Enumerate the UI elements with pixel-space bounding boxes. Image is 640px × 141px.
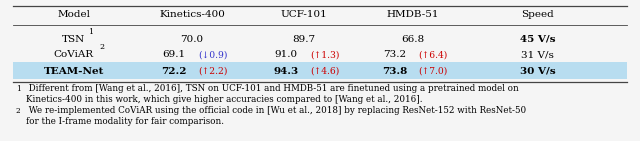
Text: (↑1.3): (↑1.3) xyxy=(310,50,339,60)
Text: 1: 1 xyxy=(88,28,93,36)
Text: 66.8: 66.8 xyxy=(401,35,424,44)
Text: (↓0.9): (↓0.9) xyxy=(198,50,227,60)
Text: 45 V/s: 45 V/s xyxy=(520,35,556,44)
Text: Different from [Wang et al., 2016], TSN on UCF-101 and HMDB-51 are finetuned usi: Different from [Wang et al., 2016], TSN … xyxy=(26,84,518,93)
Text: UCF-101: UCF-101 xyxy=(280,10,328,19)
Text: TSN: TSN xyxy=(62,35,85,44)
Text: 30 V/s: 30 V/s xyxy=(520,67,556,76)
Text: HMDB-51: HMDB-51 xyxy=(387,10,439,19)
Text: (↑2.2): (↑2.2) xyxy=(198,67,227,76)
Text: (↑4.6): (↑4.6) xyxy=(310,67,339,76)
Text: 69.1: 69.1 xyxy=(163,50,186,60)
Text: 73.8: 73.8 xyxy=(382,67,408,76)
Text: TEAM-Net: TEAM-Net xyxy=(44,67,104,76)
Text: Model: Model xyxy=(57,10,90,19)
Text: 94.3: 94.3 xyxy=(273,67,299,76)
Text: 31 V/s: 31 V/s xyxy=(521,50,554,60)
Text: We re-implemented CoViAR using the official code in [Wu et al., 2018] by replaci: We re-implemented CoViAR using the offic… xyxy=(26,106,525,115)
Text: for the I-frame modality for fair comparison.: for the I-frame modality for fair compar… xyxy=(26,117,223,126)
FancyBboxPatch shape xyxy=(13,62,627,79)
Text: 1: 1 xyxy=(16,85,20,93)
Text: 72.2: 72.2 xyxy=(161,67,187,76)
Text: CoViAR: CoViAR xyxy=(54,50,93,60)
Text: 89.7: 89.7 xyxy=(292,35,316,44)
Text: Speed: Speed xyxy=(521,10,554,19)
Text: 91.0: 91.0 xyxy=(275,50,298,60)
Text: 2: 2 xyxy=(16,107,20,115)
Text: Kinetics-400: Kinetics-400 xyxy=(159,10,225,19)
Text: (↑6.4): (↑6.4) xyxy=(419,50,448,60)
Text: 2: 2 xyxy=(100,43,105,51)
Text: 70.0: 70.0 xyxy=(180,35,204,44)
Text: Kinetics-400 in this work, which give higher accuracies compared to [Wang et al.: Kinetics-400 in this work, which give hi… xyxy=(26,95,422,104)
Text: (↑7.0): (↑7.0) xyxy=(419,67,448,76)
Text: 73.2: 73.2 xyxy=(383,50,406,60)
